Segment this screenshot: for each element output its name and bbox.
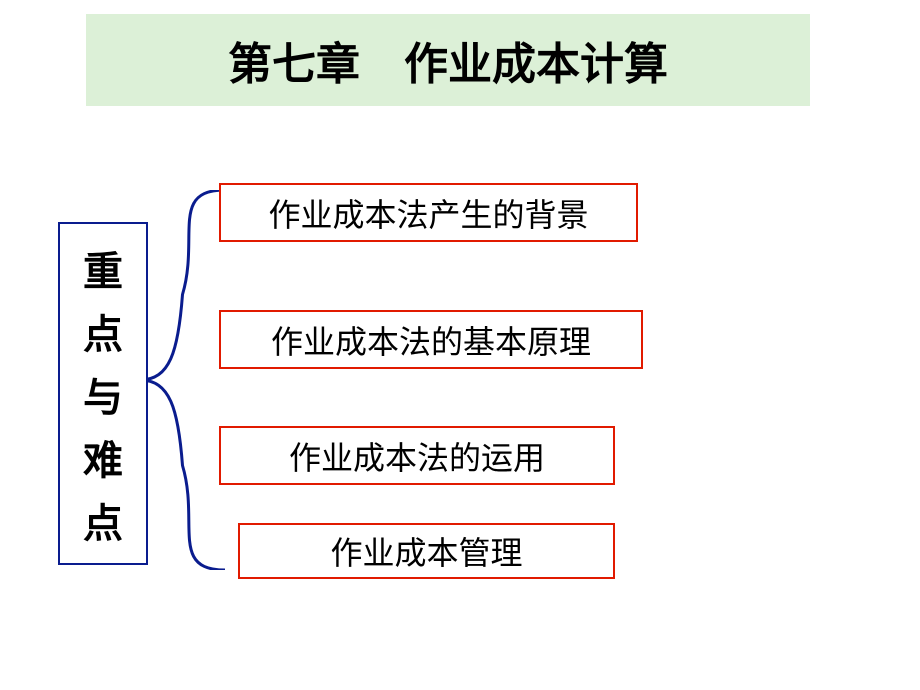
bracket-connector [140, 190, 225, 570]
topic-box-4: 作业成本管理 [238, 523, 615, 579]
chapter-title-text: 第七章 作业成本计算 [228, 28, 668, 92]
bracket-path [140, 190, 225, 570]
topic-box-1: 作业成本法产生的背景 [219, 183, 638, 242]
sidebar-char-4: 难 [83, 428, 123, 486]
sidebar-keypoints-box: 重 点 与 难 点 [58, 222, 148, 565]
sidebar-char-1: 重 [83, 239, 123, 297]
sidebar-char-5: 点 [83, 491, 123, 549]
topic-text-3: 作业成本法的运用 [289, 433, 545, 479]
topic-text-2: 作业成本法的基本原理 [271, 317, 591, 363]
topic-text-1: 作业成本法产生的背景 [268, 190, 588, 236]
topic-box-2: 作业成本法的基本原理 [219, 310, 643, 369]
sidebar-char-2: 点 [83, 302, 123, 360]
topic-box-3: 作业成本法的运用 [219, 426, 615, 485]
chapter-title-box: 第七章 作业成本计算 [86, 14, 810, 106]
topic-text-4: 作业成本管理 [330, 528, 522, 574]
sidebar-char-3: 与 [83, 365, 123, 423]
